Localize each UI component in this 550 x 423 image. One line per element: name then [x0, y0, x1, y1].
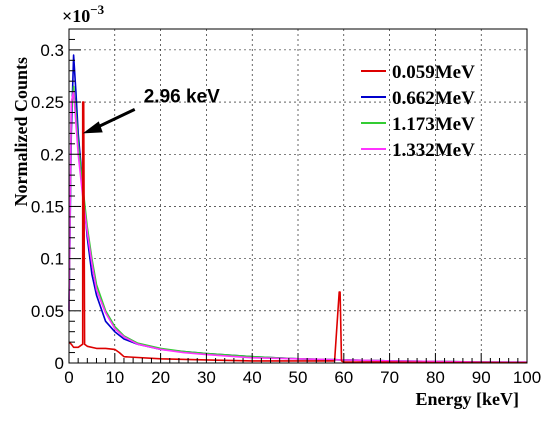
y-tick-label: 0.25	[31, 93, 64, 112]
annotation-label: 2.96 keV	[144, 86, 220, 107]
y-tick-label: 0.05	[31, 302, 64, 321]
x-tick-label: 30	[197, 368, 216, 387]
legend-entry-label: 1.173MeV	[392, 114, 475, 135]
grid	[68, 29, 528, 364]
annotation-arrowhead	[82, 121, 103, 134]
y-multiplier-label: ×10−3	[62, 2, 105, 26]
y-tick-label: 0.3	[40, 41, 64, 60]
legend-entry-label: 0.662MeV	[392, 88, 475, 109]
x-tick-label: 100	[513, 368, 541, 387]
y-tick-label: 0.2	[40, 145, 64, 164]
legend: 0.059MeV 0.662MeV 1.173MeV 1.332MeV	[361, 62, 475, 161]
ticks: 0 10 20 30 40 50 60 70 80 90 100 0 0.05 0.1 0.15 0.2 0.2…	[31, 28, 541, 387]
x-tick-label: 20	[151, 368, 170, 387]
x-tick-label: 40	[243, 368, 262, 387]
y-tick-label: 0.1	[40, 250, 64, 269]
x-axis-title: Energy [keV]	[416, 389, 519, 409]
legend-entry-label: 0.059MeV	[392, 62, 475, 83]
y-tick-label: 0	[55, 354, 64, 373]
x-tick-label: 50	[289, 368, 308, 387]
annotations: 2.96 keV	[82, 86, 220, 134]
series-line-1.332MeV	[68, 90, 528, 364]
legend-entry-label: 1.332MeV	[392, 140, 475, 161]
x-tick-label: 80	[426, 368, 445, 387]
x-tick-label: 70	[380, 368, 399, 387]
x-tick-label: 0	[64, 368, 73, 387]
x-tick-label: 90	[472, 368, 491, 387]
y-axis-title: Normalized Counts	[11, 57, 31, 207]
x-tick-label: 10	[105, 368, 124, 387]
x-tick-label: 60	[334, 368, 353, 387]
y-tick-label: 0.15	[31, 197, 64, 216]
